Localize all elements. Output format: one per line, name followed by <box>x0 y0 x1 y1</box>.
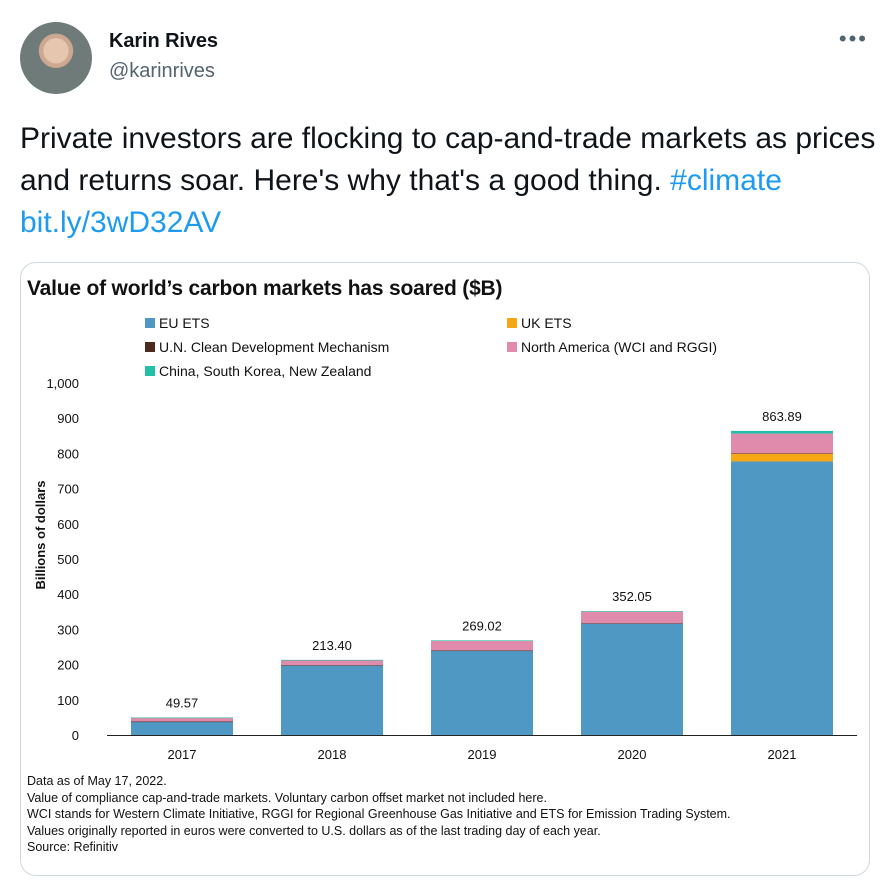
bar-total-label: 352.05 <box>612 589 652 604</box>
bar-segment <box>131 721 233 723</box>
y-tick-label: 0 <box>72 728 79 743</box>
legend-swatch <box>145 318 155 328</box>
note-line: Values originally reported in euros were… <box>27 823 601 838</box>
y-tick-label: 700 <box>57 482 79 497</box>
y-tick-label: 1,000 <box>46 376 79 391</box>
y-tick-label: 800 <box>57 446 79 461</box>
x-tick-label: 2019 <box>468 747 497 762</box>
more-options-icon[interactable]: ••• <box>838 26 868 51</box>
chart-notes: Data as of May 17, 2022. Value of compli… <box>27 773 731 856</box>
x-tick-label: 2020 <box>618 747 647 762</box>
legend-swatch <box>507 342 517 352</box>
note-line: Data as of May 17, 2022. <box>27 774 167 788</box>
legend-swatch <box>145 342 155 352</box>
y-tick-label: 600 <box>57 517 79 532</box>
bar-segment <box>731 453 833 462</box>
legend-item-eu-ets: EU ETS <box>145 315 210 331</box>
chart-image-card[interactable]: Value of world’s carbon markets has soar… <box>20 262 870 876</box>
bar-segment <box>731 453 833 454</box>
author-avatar[interactable] <box>20 22 92 94</box>
bar-total-label: 213.40 <box>312 638 352 653</box>
legend-label: North America (WCI and RGGI) <box>521 339 718 355</box>
x-tick-label: 2018 <box>318 747 347 762</box>
hashtag-link[interactable]: #climate <box>670 164 782 197</box>
legend-item-cdm: U.N. Clean Development Mechanism <box>145 339 389 355</box>
bar-segment <box>131 721 233 735</box>
bar-segment <box>281 659 383 661</box>
bar-segment <box>581 611 683 624</box>
bar-segment <box>131 717 233 719</box>
tweet-text: Private investors are flocking to cap-an… <box>20 118 880 244</box>
note-line: Source: Refinitiv <box>27 840 119 854</box>
tweet-body: Private investors are flocking to cap-an… <box>20 122 876 197</box>
x-tick-label: 2017 <box>168 747 197 762</box>
y-tick-label: 400 <box>57 587 79 602</box>
legend-label: UK ETS <box>521 315 572 331</box>
legend-label: U.N. Clean Development Mechanism <box>159 339 390 355</box>
bar-segment <box>731 433 833 454</box>
y-tick-label: 200 <box>57 658 79 673</box>
bar-total-label: 863.89 <box>762 409 802 424</box>
url-link[interactable]: bit.ly/3wD32AV <box>20 206 222 239</box>
author-name[interactable]: Karin Rives <box>109 30 218 52</box>
bar-segment <box>431 650 533 735</box>
legend-item-china-korea-nz: China, South Korea, New Zealand <box>145 363 371 379</box>
x-tick-label: 2021 <box>768 747 797 762</box>
bar-segment <box>431 640 533 651</box>
legend-swatch <box>507 318 517 328</box>
legend-label: China, South Korea, New Zealand <box>159 363 372 379</box>
bar-segment <box>581 611 683 612</box>
author-handle[interactable]: @karinrives <box>109 60 215 82</box>
bar-segment <box>131 717 233 722</box>
bar-segment <box>431 640 533 641</box>
legend-item-north-america: North America (WCI and RGGI) <box>507 339 717 355</box>
y-tick-label: 900 <box>57 411 79 426</box>
bar-segment <box>731 461 833 735</box>
bar-segment <box>731 430 833 434</box>
y-axis-title: Billions of dollars <box>33 480 48 589</box>
note-line: Value of compliance cap-and-trade market… <box>27 790 547 805</box>
bar-total-label: 49.57 <box>166 696 199 711</box>
y-tick-label: 500 <box>57 552 79 567</box>
y-tick-label: 100 <box>57 693 79 708</box>
y-tick-label: 300 <box>57 622 79 637</box>
bar-segment <box>581 623 683 735</box>
bar-segment <box>581 623 683 624</box>
legend-item-uk-ets: UK ETS <box>507 315 572 331</box>
legend-label: EU ETS <box>159 315 210 331</box>
bar-total-label: 269.02 <box>462 618 502 633</box>
note-line: WCI stands for Western Climate Initiativ… <box>27 807 731 821</box>
bar-segment <box>281 665 383 735</box>
chart-title: Value of world’s carbon markets has soar… <box>27 277 503 300</box>
bar-segment <box>431 650 533 652</box>
bar-segment <box>281 665 383 666</box>
bar-segment <box>281 659 383 666</box>
chart-plot: Billions of dollars 0 100 200 300 400 500 600 7… <box>33 376 857 762</box>
legend-swatch <box>145 366 155 376</box>
